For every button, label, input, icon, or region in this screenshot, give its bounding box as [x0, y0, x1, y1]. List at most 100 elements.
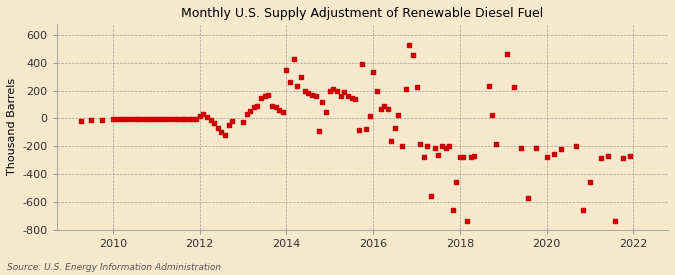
Point: [248, 105, 259, 109]
Point: [245, 109, 256, 113]
Point: [454, 155, 465, 160]
Point: [414, 142, 425, 146]
Point: [252, 104, 263, 108]
Point: [136, 117, 147, 121]
Point: [343, 94, 354, 98]
Text: Source: U.S. Energy Information Administration: Source: U.S. Energy Information Administ…: [7, 263, 221, 272]
Point: [335, 93, 346, 98]
Point: [411, 85, 422, 89]
Point: [469, 154, 480, 158]
Point: [187, 117, 198, 121]
Point: [350, 97, 360, 101]
Point: [364, 114, 375, 118]
Point: [400, 87, 411, 92]
Point: [418, 155, 429, 160]
Point: [502, 52, 512, 56]
Point: [296, 75, 306, 79]
Point: [346, 95, 357, 100]
Point: [159, 117, 169, 121]
Point: [107, 117, 118, 121]
Point: [256, 95, 267, 100]
Point: [219, 133, 230, 138]
Point: [122, 117, 133, 121]
Point: [144, 117, 155, 121]
Point: [462, 219, 472, 224]
Point: [422, 144, 433, 148]
Point: [209, 120, 219, 125]
Point: [140, 117, 151, 121]
Point: [130, 117, 140, 121]
Point: [310, 94, 321, 98]
Point: [433, 153, 443, 158]
Point: [317, 100, 328, 104]
Point: [205, 118, 216, 122]
Point: [176, 117, 187, 121]
Point: [299, 89, 310, 93]
Point: [162, 117, 173, 121]
Point: [447, 207, 458, 212]
Point: [241, 112, 252, 117]
Point: [465, 155, 476, 159]
Point: [180, 117, 191, 121]
Point: [119, 117, 130, 121]
Point: [375, 106, 386, 111]
Point: [270, 105, 281, 109]
Point: [549, 152, 560, 156]
Y-axis label: Thousand Barrels: Thousand Barrels: [7, 78, 17, 175]
Point: [487, 113, 498, 117]
Point: [173, 117, 184, 121]
Point: [202, 115, 213, 119]
Point: [126, 117, 136, 121]
Point: [617, 156, 628, 160]
Point: [451, 180, 462, 184]
Point: [339, 90, 350, 94]
Point: [332, 89, 343, 93]
Point: [379, 104, 389, 108]
Point: [97, 117, 107, 122]
Point: [436, 144, 447, 148]
Point: [314, 129, 325, 133]
Point: [509, 85, 520, 89]
Title: Monthly U.S. Supply Adjustment of Renewable Diesel Fuel: Monthly U.S. Supply Adjustment of Renewa…: [181, 7, 543, 20]
Point: [429, 145, 440, 150]
Point: [624, 154, 635, 158]
Point: [259, 94, 270, 98]
Point: [238, 120, 248, 124]
Point: [111, 117, 122, 121]
Point: [595, 156, 606, 160]
Point: [321, 109, 332, 114]
Point: [86, 118, 97, 122]
Point: [610, 219, 620, 223]
Point: [458, 155, 468, 159]
Point: [386, 139, 397, 143]
Point: [360, 127, 371, 131]
Point: [184, 117, 194, 121]
Point: [75, 118, 86, 123]
Point: [267, 104, 277, 108]
Point: [273, 108, 284, 112]
Point: [556, 147, 566, 151]
Point: [425, 194, 436, 199]
Point: [169, 117, 180, 121]
Point: [440, 146, 451, 151]
Point: [393, 113, 404, 117]
Point: [227, 118, 238, 123]
Point: [285, 79, 296, 84]
Point: [389, 125, 400, 130]
Point: [303, 91, 314, 96]
Point: [325, 89, 335, 94]
Point: [408, 53, 418, 57]
Point: [148, 117, 159, 121]
Point: [133, 117, 144, 121]
Point: [371, 89, 382, 93]
Point: [223, 123, 234, 128]
Point: [292, 84, 302, 89]
Point: [357, 62, 368, 67]
Point: [155, 117, 165, 121]
Point: [354, 127, 364, 132]
Point: [165, 117, 176, 121]
Point: [288, 56, 299, 61]
Point: [541, 155, 552, 159]
Point: [585, 180, 595, 184]
Point: [516, 146, 527, 151]
